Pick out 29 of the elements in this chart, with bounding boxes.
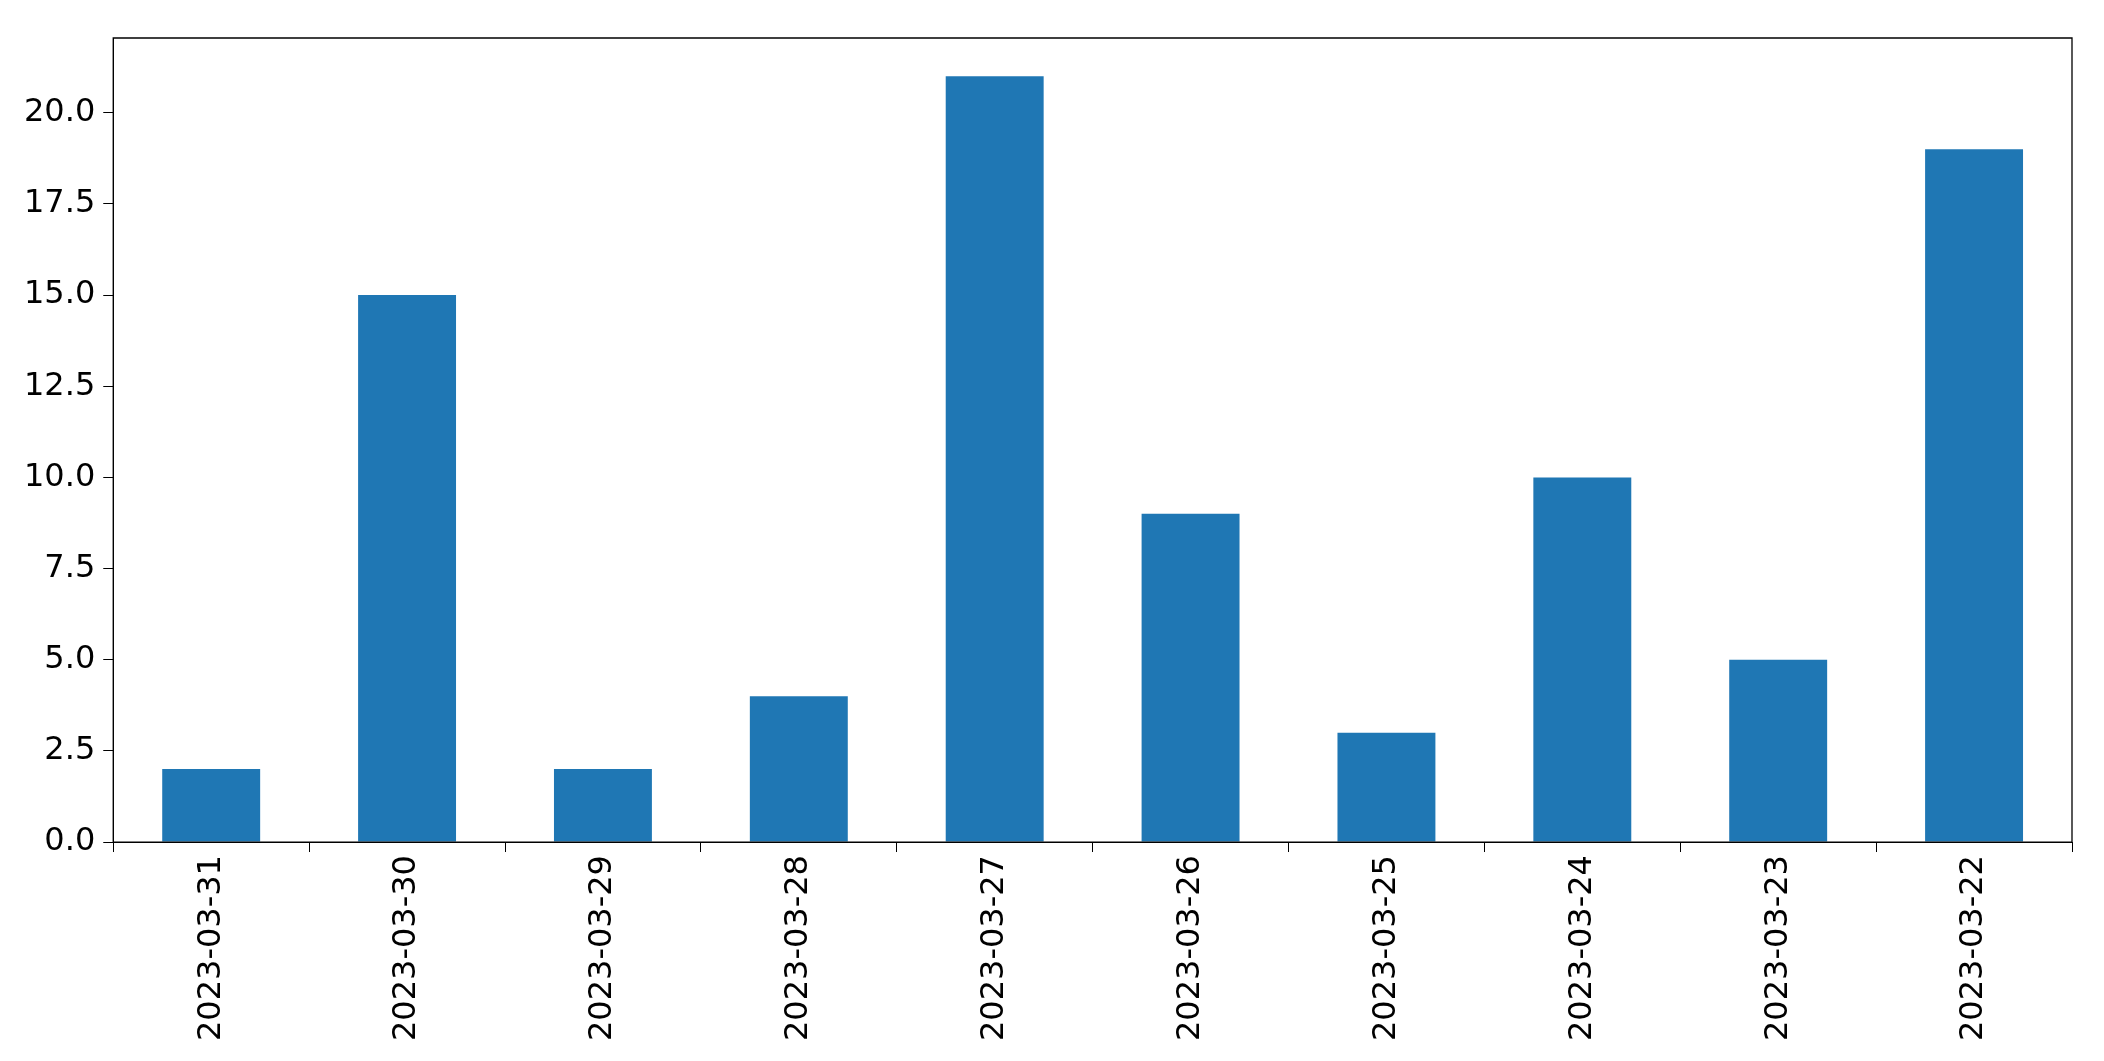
y-tick-label: 15.0 bbox=[24, 273, 96, 312]
y-tick-label: 0.0 bbox=[44, 820, 96, 859]
y-tick-label: 12.5 bbox=[24, 364, 96, 403]
x-tick-label: 2023-03-27 bbox=[973, 855, 1011, 1041]
bar bbox=[749, 696, 848, 842]
x-tick-label: 2023-03-30 bbox=[385, 855, 424, 1041]
bar bbox=[1337, 732, 1436, 842]
x-tick-label: 2023-03-29 bbox=[581, 855, 620, 1041]
y-tick-label: 5.0 bbox=[44, 638, 96, 677]
y-tick-label: 17.5 bbox=[24, 182, 96, 221]
bar bbox=[945, 76, 1044, 842]
x-tick-label: 2023-03-24 bbox=[1560, 855, 1599, 1041]
bar bbox=[1533, 477, 1632, 842]
y-tick-label: 7.5 bbox=[44, 546, 96, 585]
bar bbox=[1141, 513, 1240, 842]
x-tick-label: 2023-03-28 bbox=[777, 855, 816, 1041]
x-tick-label: 2023-03-23 bbox=[1756, 855, 1795, 1041]
bar bbox=[1729, 659, 1828, 842]
x-tick-label: 2023-03-25 bbox=[1364, 855, 1403, 1041]
y-tick-label: 20.0 bbox=[24, 91, 96, 130]
bar bbox=[162, 769, 261, 842]
x-tick-label: 2023-03-22 bbox=[1952, 855, 1991, 1041]
bar bbox=[1925, 149, 2024, 842]
y-tick-label: 10.0 bbox=[24, 455, 96, 494]
bar bbox=[358, 295, 457, 842]
bar bbox=[553, 769, 652, 842]
x-tick-label: 2023-03-31 bbox=[189, 855, 228, 1041]
x-tick-label: 2023-03-26 bbox=[1168, 855, 1207, 1041]
y-tick-label: 2.5 bbox=[44, 729, 96, 768]
